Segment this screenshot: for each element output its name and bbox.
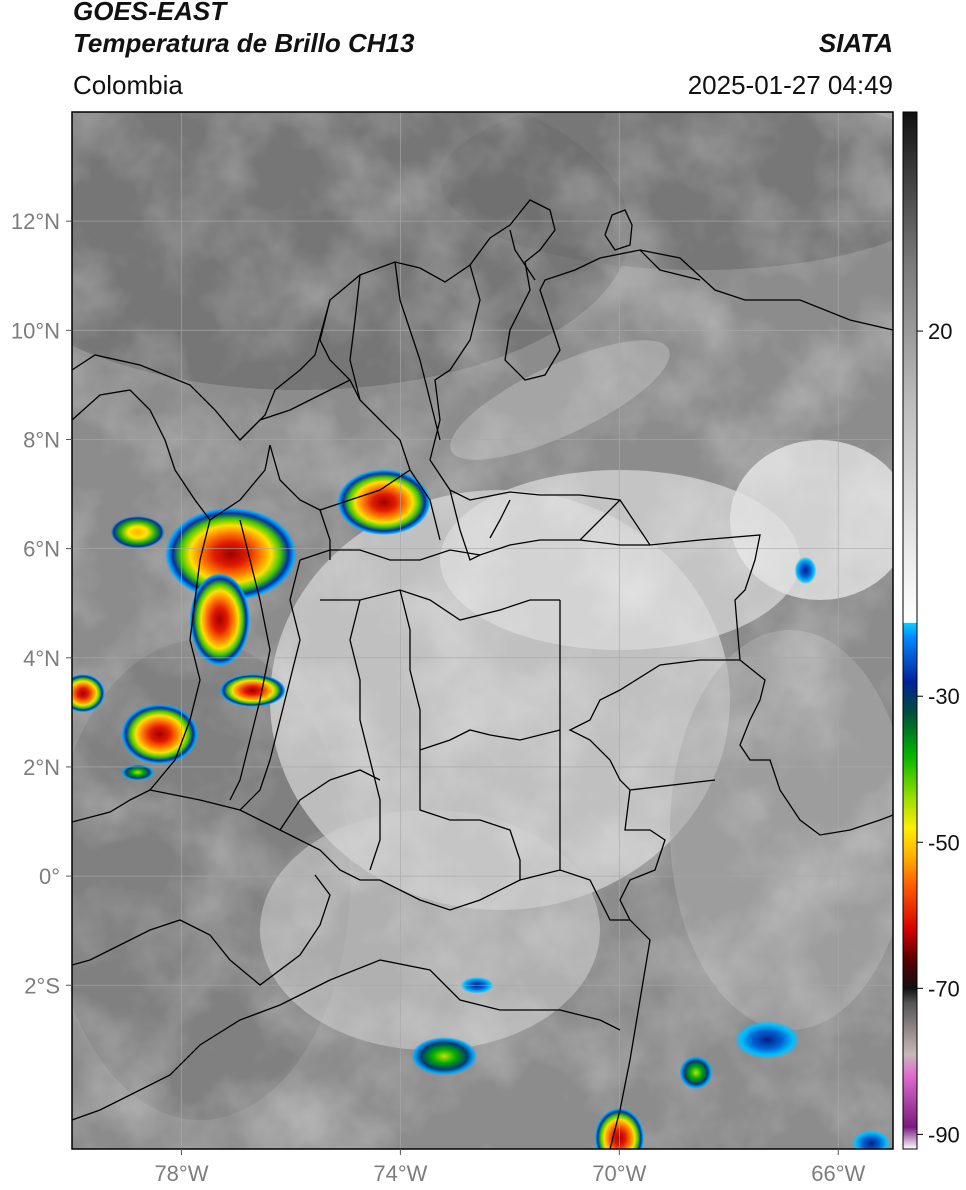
map-frame <box>71 111 894 1150</box>
axis-ticks: 12°N 10°N 8°N 6°N 4°N 2°N 0° 2°S 78°W 74°W 70°W 66°… <box>11 209 866 1186</box>
brand-label: SIATA <box>818 28 893 58</box>
boundaries <box>72 199 893 1149</box>
colorbar-tick-label: -90 <box>928 1122 960 1147</box>
storm-cell <box>189 573 250 666</box>
lat-tick-label: 8°N <box>23 427 60 452</box>
lat-tick-label: 4°N <box>23 646 60 671</box>
colorbar-tick-label: -70 <box>928 976 960 1001</box>
timestamp-label: 2025-01-27 04:49 <box>687 70 893 100</box>
lat-tick-label: 2°S <box>24 973 60 998</box>
gridlines <box>72 112 893 1149</box>
colorbar <box>903 112 917 1149</box>
storm-cell <box>219 674 286 707</box>
product-title: Temperatura de Brillo CH13 <box>73 28 415 58</box>
storm-cell <box>121 764 155 781</box>
storm-cell <box>794 556 817 585</box>
satellite-image <box>72 112 893 1149</box>
lat-tick-label: 2°N <box>23 755 60 780</box>
lon-tick-label: 66°W <box>811 1161 865 1186</box>
colorbar-tick-label: 20 <box>928 319 952 344</box>
storm-cell <box>121 704 198 765</box>
storm-cell <box>72 674 105 713</box>
satellite-title: GOES-EAST <box>73 0 227 26</box>
lon-tick-label: 78°W <box>154 1161 208 1186</box>
storm-cell <box>679 1056 713 1089</box>
lat-tick-label: 0° <box>39 864 60 889</box>
lon-tick-label: 70°W <box>592 1161 646 1186</box>
lat-tick-label: 6°N <box>23 537 60 562</box>
lon-tick-label: 74°W <box>373 1161 427 1186</box>
storm-cell <box>337 469 431 535</box>
storm-cell <box>411 1037 478 1076</box>
storm-cell <box>110 515 166 549</box>
lat-tick-label: 12°N <box>11 209 60 234</box>
region-label: Colombia <box>73 70 183 100</box>
colorbar-ticks: 20 -30 -50 -70 -90 <box>917 319 960 1147</box>
storm-cell <box>734 1020 800 1059</box>
storm-cell <box>851 1129 891 1149</box>
lat-tick-label: 10°N <box>11 318 60 343</box>
colorbar-tick-label: -30 <box>928 684 960 709</box>
colorbar-tick-label: -50 <box>928 830 960 855</box>
colorbar-frame <box>902 111 918 1150</box>
